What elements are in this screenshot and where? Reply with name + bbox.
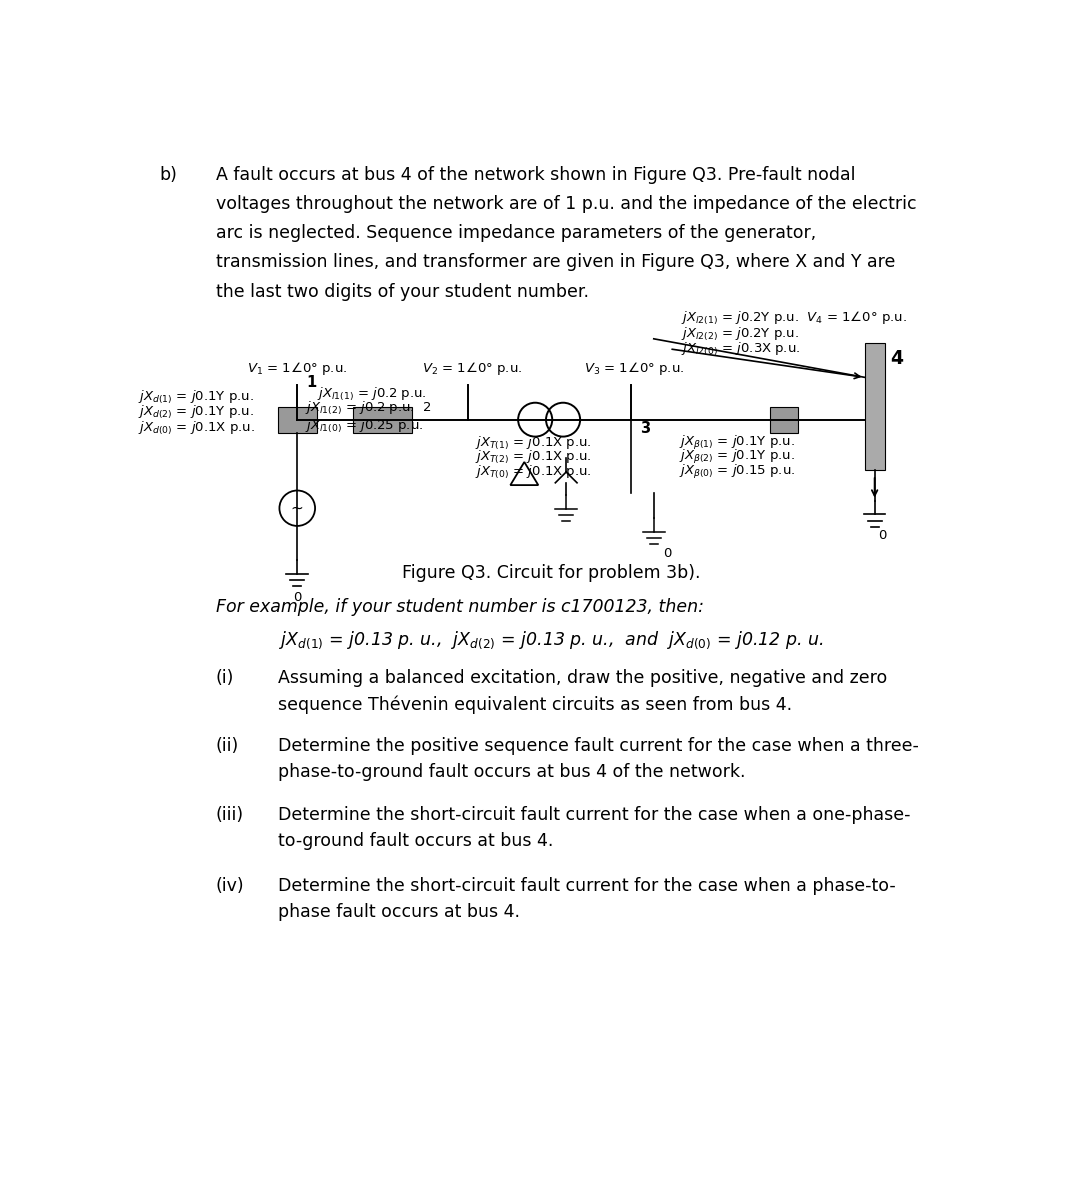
Text: $jX_{l1(0)}$ = $j$0.25 p.u.: $jX_{l1(0)}$ = $j$0.25 p.u.: [305, 418, 423, 436]
Text: transmission lines, and transformer are given in Figure Q3, where X and Y are: transmission lines, and transformer are …: [216, 253, 895, 271]
Text: $jX_{l2(2)}$ = $j$0.2Y p.u.: $jX_{l2(2)}$ = $j$0.2Y p.u.: [681, 325, 798, 343]
Text: $V_1$ = 1$\angle$0° p.u.: $V_1$ = 1$\angle$0° p.u.: [247, 360, 348, 377]
FancyBboxPatch shape: [769, 407, 797, 433]
Text: 3: 3: [640, 421, 650, 437]
Text: A fault occurs at bus 4 of the network shown in Figure Q3. Pre-fault nodal: A fault occurs at bus 4 of the network s…: [216, 166, 855, 184]
Text: (iii): (iii): [216, 806, 244, 824]
Text: b): b): [159, 166, 178, 184]
FancyBboxPatch shape: [353, 407, 412, 433]
Text: 0: 0: [663, 547, 671, 559]
Text: $jX_{l1(1)}$ = $j$0.2 p.u.: $jX_{l1(1)}$ = $j$0.2 p.u.: [316, 385, 426, 403]
Text: Figure Q3. Circuit for problem 3b).: Figure Q3. Circuit for problem 3b).: [402, 564, 700, 582]
Text: $jX_{d(1)}$ = $j$0.1Y p.u.: $jX_{d(1)}$ = $j$0.1Y p.u.: [139, 389, 254, 406]
Text: $jX_{\beta(1)}$ = $j$0.1Y p.u.: $jX_{\beta(1)}$ = $j$0.1Y p.u.: [679, 434, 794, 452]
Text: $jX_{\beta(0)}$ = $j$0.15 p.u.: $jX_{\beta(0)}$ = $j$0.15 p.u.: [679, 463, 795, 481]
Text: Determine the positive sequence fault current for the case when a three-
phase-t: Determine the positive sequence fault cu…: [278, 737, 919, 781]
Text: 0: 0: [878, 529, 887, 542]
Text: Determine the short-circuit fault current for the case when a phase-to-
phase fa: Determine the short-circuit fault curren…: [278, 877, 895, 920]
Text: For example, if your student number is c1700123, then:: For example, if your student number is c…: [216, 599, 704, 617]
Text: $jX_{d(0)}$ = $j$0.1X p.u.: $jX_{d(0)}$ = $j$0.1X p.u.: [139, 419, 255, 437]
Text: Determine the short-circuit fault current for the case when a one-phase-
to-grou: Determine the short-circuit fault curren…: [278, 806, 910, 850]
Text: $jX_{d(2)}$ = $j$0.1Y p.u.: $jX_{d(2)}$ = $j$0.1Y p.u.: [139, 404, 254, 421]
Text: 1: 1: [307, 376, 316, 390]
FancyBboxPatch shape: [278, 407, 316, 433]
Text: $V_2$ = 1$\angle$0° p.u.: $V_2$ = 1$\angle$0° p.u.: [422, 360, 522, 377]
Text: $jX_{l2(0)}$ = $j$0.3X p.u.: $jX_{l2(0)}$ = $j$0.3X p.u.: [681, 341, 801, 358]
Text: arc is neglected. Sequence impedance parameters of the generator,: arc is neglected. Sequence impedance par…: [216, 224, 816, 242]
Text: (ii): (ii): [216, 737, 239, 755]
Text: $jX_{l1(2)}$ = $j$0.2 p.u.  2: $jX_{l1(2)}$ = $j$0.2 p.u. 2: [305, 400, 431, 416]
Text: Assuming a balanced excitation, draw the positive, negative and zero
sequence Th: Assuming a balanced excitation, draw the…: [278, 670, 887, 714]
Text: $jX_{d(1)}$ = $j$0.13 p. u.,  $jX_{d(2)}$ = $j$0.13 p. u.,  and  $jX_{d(0)}$ = $: $jX_{d(1)}$ = $j$0.13 p. u., $jX_{d(2)}$…: [279, 629, 824, 650]
FancyBboxPatch shape: [864, 343, 884, 469]
Text: $jX_{T(2)}$ = $j$0.1X p.u.: $jX_{T(2)}$ = $j$0.1X p.u.: [476, 449, 592, 466]
Text: (iv): (iv): [216, 877, 244, 895]
Text: 4: 4: [890, 348, 903, 367]
Text: 0: 0: [293, 590, 301, 604]
Text: ~: ~: [291, 500, 303, 516]
Text: the last two digits of your student number.: the last two digits of your student numb…: [216, 282, 589, 300]
Text: $jX_{\beta(2)}$ = $j$0.1Y p.u.: $jX_{\beta(2)}$ = $j$0.1Y p.u.: [679, 448, 794, 466]
Text: voltages throughout the network are of 1 p.u. and the impedance of the electric: voltages throughout the network are of 1…: [216, 194, 917, 212]
Text: $jX_{T(0)}$ = $j$0.1X p.u.: $jX_{T(0)}$ = $j$0.1X p.u.: [476, 464, 592, 481]
Text: (i): (i): [216, 670, 235, 688]
Text: $jX_{T(1)}$ = $j$0.1X p.u.: $jX_{T(1)}$ = $j$0.1X p.u.: [476, 434, 592, 452]
Text: $jX_{l2(1)}$ = $j$0.2Y p.u.  $V_4$ = 1$\angle$0° p.u.: $jX_{l2(1)}$ = $j$0.2Y p.u. $V_4$ = 1$\a…: [681, 310, 907, 328]
Text: $V_3$ = 1$\angle$0° p.u.: $V_3$ = 1$\angle$0° p.u.: [584, 360, 684, 377]
